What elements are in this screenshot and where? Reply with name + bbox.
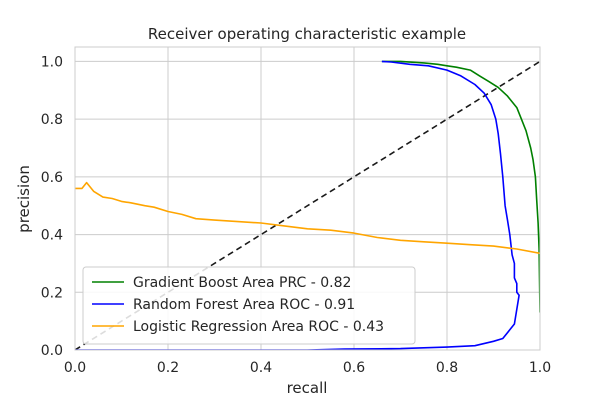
x-tick-label: 0.4 <box>250 360 272 376</box>
y-tick-label: 0.2 <box>41 285 63 301</box>
x-tick-label: 0.6 <box>343 360 365 376</box>
y-tick-label: 0.6 <box>41 170 63 186</box>
y-tick-label: 0.8 <box>41 112 63 128</box>
x-tick-label: 1.0 <box>529 360 551 376</box>
y-tick-label: 0.4 <box>41 228 63 244</box>
random-forest-curve <box>75 60 520 350</box>
x-tick-label: 0.8 <box>436 360 458 376</box>
legend-label-gb: Gradient Boost Area PRC - 0.82 <box>133 275 351 291</box>
legend-label-lr: Logistic Regression Area ROC - 0.43 <box>133 319 384 335</box>
plot-frame <box>74 46 541 351</box>
y-tick-label: 1.0 <box>41 54 63 70</box>
x-tick-label: 0.2 <box>157 360 179 376</box>
legend: Gradient Boost Area PRC - 0.82 Random Fo… <box>82 266 416 345</box>
legend-label-rf: Random Forest Area ROC - 0.91 <box>133 297 355 313</box>
x-axis-ticks: 0.0 0.2 0.4 0.6 0.8 1.0 <box>64 360 551 376</box>
legend-box <box>82 266 416 345</box>
logistic-regression-curve <box>75 181 540 255</box>
y-axis-label: precision <box>15 165 33 233</box>
gradient-boost-curve <box>381 60 540 313</box>
x-axis-label: recall <box>287 379 328 397</box>
y-axis-ticks: 0.0 0.2 0.4 0.6 0.8 1.0 <box>41 54 63 359</box>
chart-title: Receiver operating characteristic exampl… <box>148 25 466 43</box>
x-tick-label: 0.0 <box>64 360 86 376</box>
y-tick-label: 0.0 <box>41 343 63 359</box>
